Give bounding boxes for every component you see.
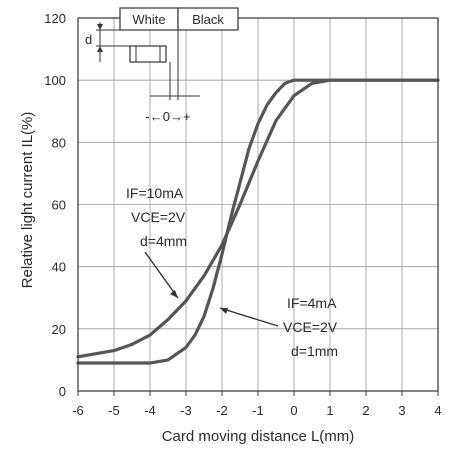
annotation-4ma: IF=4mA VCE=2V d=1mm [219,295,338,359]
annotation-10ma-line2: VCE=2V [131,209,186,225]
inset-black-label: Black [192,12,224,27]
annotation-10ma-arrowhead [170,290,178,298]
x-tick-label: -2 [216,403,228,418]
inset-white-label: White [132,12,165,27]
y-tick-label: 100 [44,73,66,88]
annotation-10ma: IF=10mA VCE=2V d=4mm [126,185,187,299]
inset-scale-label: -←0→+ [145,109,190,124]
annotation-4ma-line2: VCE=2V [283,319,338,335]
y-tick-label: 120 [44,11,66,26]
annotation-10ma-line3: d=4mm [140,233,187,249]
inset-d-label: d [85,32,92,47]
x-tick-label: 4 [434,403,441,418]
annotation-4ma-arrow [219,307,279,327]
y-tick-label: 40 [52,260,66,275]
x-tick-label: -6 [72,403,84,418]
annotation-4ma-line1: IF=4mA [287,295,337,311]
x-tick-label: -5 [108,403,120,418]
y-tick-label: 0 [59,384,66,399]
x-axis-title: Card moving distance L(mm) [162,428,355,445]
annotation-10ma-line1: IF=10mA [126,185,184,201]
x-tick-label: -4 [144,403,156,418]
x-tick-label: 1 [326,403,333,418]
annotation-10ma-arrow [144,251,179,299]
y-tick-label: 80 [52,135,66,150]
y-axis-title: Relative light current IL(%) [19,112,36,289]
annotation-4ma-arrowhead [220,308,228,314]
inset-sensor-body [129,45,167,63]
series-layer [76,78,440,365]
x-tick-label: -3 [180,403,192,418]
series-line-2 [76,78,440,365]
inset-d-arrow-top [97,24,103,30]
x-tick-label: 2 [362,403,369,418]
inset-diagram: White Black d -←0→+ [85,7,239,124]
x-tick-label: 0 [290,403,297,418]
x-tick-label: -1 [252,403,264,418]
y-tick-label: 20 [52,322,66,337]
y-tick-label: 60 [52,198,66,213]
annotation-4ma-line3: d=1mm [291,343,338,359]
inset-card-black [177,7,239,31]
x-tick-label: 3 [398,403,405,418]
grid [77,17,439,392]
inset-d-arrow-bottom [97,46,103,52]
